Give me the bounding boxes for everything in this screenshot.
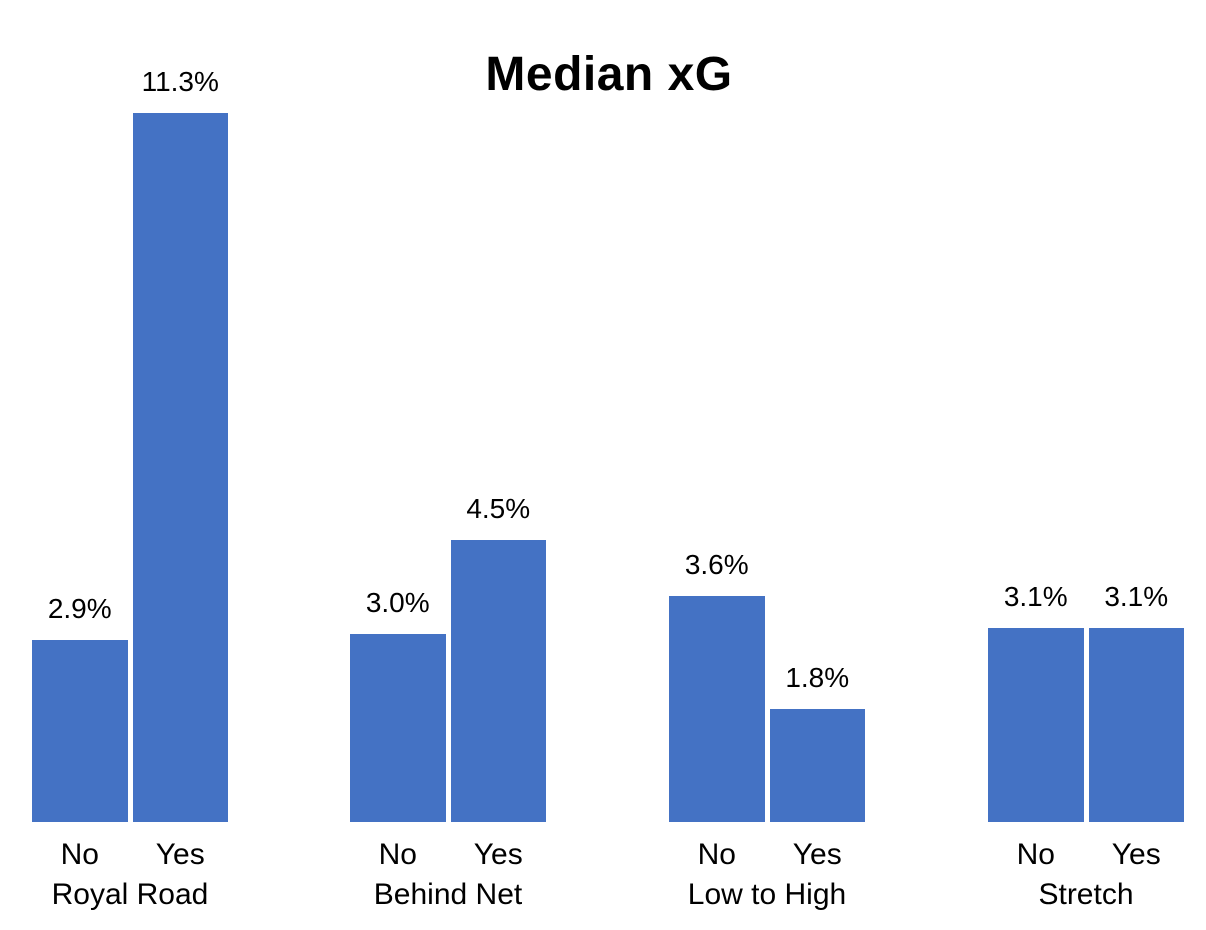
- tick-label-low-to-high-yes: Yes: [792, 838, 842, 871]
- bar-low-to-high-yes: [769, 709, 865, 822]
- value-label-royal-road-no: 2.9%: [47, 593, 112, 625]
- value-label-stretch-yes: 3.1%: [1104, 580, 1169, 612]
- bar-stretch-yes: [1088, 627, 1184, 822]
- value-label-low-to-high-no: 3.6%: [684, 549, 749, 581]
- bar-group-stretch: 3.1% No 3.1% Yes Stretch: [988, 0, 1184, 930]
- group-label-low-to-high: Low to High: [687, 878, 847, 911]
- value-label-royal-road-yes: 11.3%: [141, 66, 219, 98]
- bar-behind-net-no: [350, 633, 446, 822]
- bar-royal-road-no: [32, 640, 128, 822]
- bar-group-low-to-high: 3.6% No 1.8% Yes Low to High: [669, 0, 865, 930]
- bar-low-to-high-no: [669, 596, 765, 822]
- value-label-behind-net-yes: 4.5%: [466, 492, 531, 524]
- value-label-behind-net-no: 3.0%: [365, 586, 430, 618]
- tick-label-behind-net-yes: Yes: [473, 838, 523, 871]
- group-label-stretch: Stretch: [1038, 878, 1134, 911]
- tick-label-stretch-no: No: [1016, 838, 1055, 871]
- chart-title: Median xG: [485, 48, 733, 101]
- group-label-royal-road: Royal Road: [51, 878, 209, 911]
- tick-label-royal-road-yes: Yes: [155, 838, 205, 871]
- group-label-behind-net: Behind Net: [373, 878, 523, 911]
- bar-group-behind-net: 3.0% No 4.5% Yes Behind Net: [350, 0, 546, 930]
- value-label-low-to-high-yes: 1.8%: [785, 662, 850, 694]
- tick-label-royal-road-no: No: [60, 838, 99, 871]
- bar-stretch-no: [988, 627, 1084, 822]
- bar-royal-road-yes: [132, 113, 228, 822]
- tick-label-stretch-yes: Yes: [1111, 838, 1161, 871]
- tick-label-behind-net-no: No: [378, 838, 417, 871]
- value-label-stretch-no: 3.1%: [1003, 580, 1068, 612]
- bar-group-royal-road: 2.9% No 11.3% Yes Royal Road: [32, 0, 228, 930]
- tick-label-low-to-high-no: No: [697, 838, 736, 871]
- bar-behind-net-yes: [450, 539, 546, 822]
